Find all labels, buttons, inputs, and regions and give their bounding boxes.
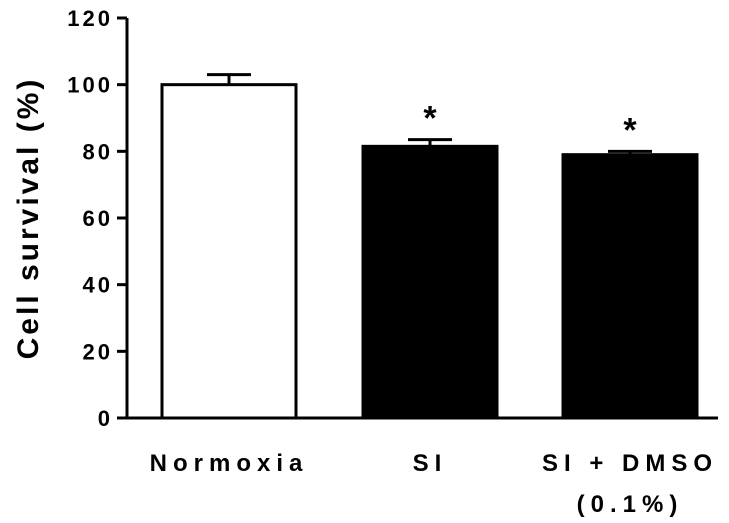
y-axis: 0 20 40 60 80 100 120 (67, 6, 129, 431)
bar (361, 144, 499, 420)
y-tick-label: 60 (83, 206, 113, 231)
significance-marker: * (423, 100, 437, 138)
x-category-label: SI (413, 450, 448, 477)
y-tick-label: 80 (83, 139, 113, 164)
y-tick-label: 40 (83, 273, 113, 298)
y-tick-label: 100 (67, 73, 113, 98)
category-labels: Normoxia SI SI + DMSO (0.1%) (150, 450, 718, 518)
y-tick-label: 0 (98, 406, 113, 431)
x-category-sublabel: (0.1%) (577, 491, 684, 518)
y-axis-label: Cell survival (%) (12, 77, 45, 360)
bar (160, 83, 298, 420)
bar (561, 153, 699, 420)
x-category-label: SI + DMSO (542, 450, 718, 477)
bars: * * (160, 73, 699, 420)
significance-marker: * (623, 111, 637, 149)
y-tick-label: 120 (67, 6, 113, 31)
y-tick-label: 20 (83, 339, 113, 364)
x-category-label: Normoxia (150, 450, 309, 477)
